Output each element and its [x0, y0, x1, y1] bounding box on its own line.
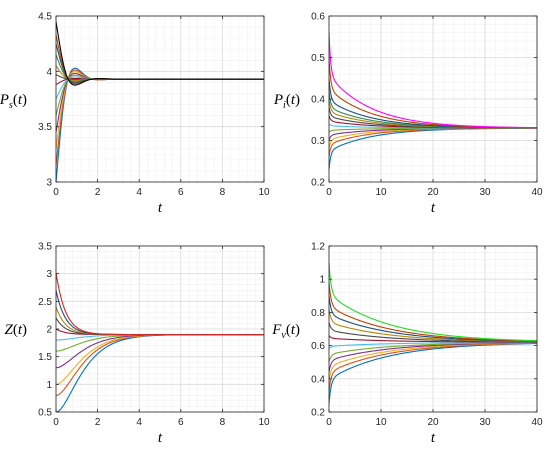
panel-1: 0 2 4 6 8 10 3 3.5 4 4.5 t Ps(t): [0, 12, 270, 217]
minor-grid: [55, 15, 265, 183]
x-tick-label: 6: [178, 417, 184, 428]
panel-3: 0 2 4 6 8 10 0.5 1 1.5 2 2.5 3 3.5 t Z(t): [4, 242, 270, 447]
x-tick-label: 2: [95, 417, 101, 428]
y-axis-label: Z(t): [4, 322, 27, 338]
x-tick-label: 0: [326, 187, 332, 198]
x-tick-label: 2: [95, 187, 101, 198]
y-tick-label: 1.2: [311, 242, 325, 253]
y-tick-label: 0.6: [311, 12, 325, 23]
x-tick-label: 0: [53, 417, 59, 428]
x-tick-label: 40: [531, 187, 543, 198]
y-tick-label: 0.4: [311, 95, 325, 106]
series-line: [56, 71, 264, 149]
series-line: [56, 69, 264, 166]
x-tick-label: 0: [326, 417, 332, 428]
y-tick-label: 0.2: [311, 408, 325, 419]
axes-box: [55, 15, 265, 183]
x-tick-label: 6: [178, 187, 184, 198]
x-tick-label: 10: [375, 187, 387, 198]
series-line: [56, 272, 264, 336]
y-tick-label: 4: [46, 67, 52, 78]
series-lines: [56, 272, 264, 412]
y-tick-label: 0.5: [38, 408, 52, 419]
series-line: [329, 335, 537, 343]
series-line: [329, 309, 537, 343]
y-tick-label: 3.5: [38, 242, 52, 253]
y-tick-label: 0.6: [311, 341, 325, 352]
x-axis-label: t: [158, 200, 163, 216]
x-tick-label: 0: [53, 187, 59, 198]
x-tick-label: 10: [258, 187, 270, 198]
x-tick-label: 20: [427, 417, 439, 428]
series-line: [329, 262, 537, 342]
y-tick-label: 4.5: [38, 12, 52, 23]
x-axis-label: t: [431, 430, 436, 446]
series-line: [329, 295, 537, 342]
y-tick-label: 0.2: [311, 178, 325, 189]
major-grid: [55, 15, 265, 183]
x-tick-label: 10: [375, 417, 387, 428]
y-tick-label: 2: [46, 325, 52, 336]
x-tick-label: 20: [427, 187, 439, 198]
series-line: [56, 306, 264, 336]
series-lines: [329, 262, 537, 404]
x-tick-label: 4: [136, 187, 142, 198]
x-tick-label: 40: [531, 417, 543, 428]
y-tick-label: 0.8: [311, 308, 325, 319]
x-axis-label: t: [431, 200, 436, 216]
y-tick-label: 0.3: [311, 136, 325, 147]
y-axis-label: Pi(t): [273, 92, 300, 111]
series-line: [329, 341, 537, 350]
x-tick-label: 4: [136, 417, 142, 428]
y-tick-label: 1: [46, 380, 52, 391]
y-tick-label: 3: [46, 269, 52, 280]
y-tick-label: 3: [46, 178, 52, 189]
x-tick-label: 8: [220, 187, 226, 198]
series-line: [329, 282, 537, 342]
x-tick-label: 30: [479, 417, 491, 428]
panel-2: 0 10 20 30 40 0.2 0.3 0.4 0.5 0.6 t Pi(t): [273, 12, 543, 217]
y-tick-label: 0.5: [311, 53, 325, 64]
y-axis-label: Ps(t): [0, 92, 27, 111]
series-lines: [329, 32, 537, 170]
series-line: [56, 21, 264, 86]
series-line: [329, 342, 537, 363]
x-tick-label: 8: [220, 417, 226, 428]
series-line: [56, 67, 264, 182]
series-lines: [56, 21, 264, 182]
major-grid: [55, 245, 265, 413]
y-tick-label: 0.4: [311, 374, 325, 385]
y-tick-label: 1.5: [38, 352, 52, 363]
y-tick-label: 2.5: [38, 297, 52, 308]
y-tick-label: 1: [319, 275, 325, 286]
panel-4: 0 10 20 30 40 0.2 0.4 0.6 0.8 1 1.2 t Fv(t): [271, 242, 543, 447]
series-line: [56, 74, 264, 116]
series-line: [329, 322, 537, 343]
y-tick-label: 3.5: [38, 122, 52, 133]
x-tick-label: 10: [258, 417, 270, 428]
x-axis-label: t: [158, 430, 163, 446]
x-tick-label: 30: [479, 187, 491, 198]
y-axis-label: Fv(t): [271, 322, 300, 341]
series-line: [329, 32, 537, 129]
